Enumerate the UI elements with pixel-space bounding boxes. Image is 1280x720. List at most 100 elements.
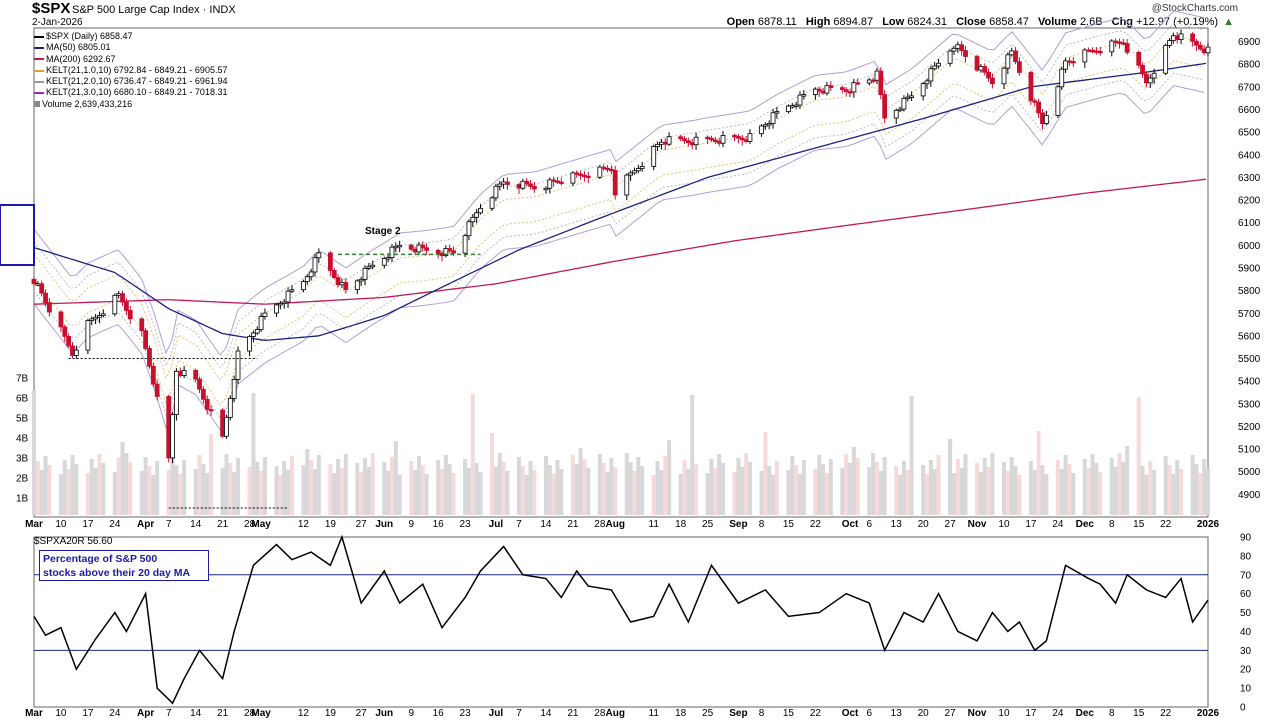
price-tick-label: 6000 bbox=[1238, 241, 1261, 252]
candle-body bbox=[1170, 35, 1176, 41]
volume-bar bbox=[982, 458, 987, 515]
candle-body bbox=[766, 123, 772, 126]
volume-bar bbox=[767, 466, 772, 515]
candle-body bbox=[1016, 61, 1022, 73]
breadth-tick-label: 50 bbox=[1240, 608, 1252, 619]
volume-tick-label: 2B bbox=[16, 474, 29, 485]
volume-bar bbox=[89, 459, 94, 515]
volume-bar bbox=[1094, 463, 1099, 515]
x-tick-label: 27 bbox=[356, 708, 368, 719]
candle-body bbox=[127, 310, 133, 320]
price-tick-label: 5200 bbox=[1238, 422, 1261, 433]
candle-body bbox=[147, 348, 152, 367]
candle-body bbox=[624, 174, 630, 196]
price-tick-label: 4900 bbox=[1238, 490, 1261, 501]
candle-body bbox=[366, 266, 372, 269]
volume-bar bbox=[466, 468, 471, 515]
candle-body bbox=[501, 181, 507, 185]
volume-bar bbox=[1032, 470, 1037, 515]
candle-body bbox=[1197, 44, 1203, 50]
legend-text: MA(200) 6292.67 bbox=[46, 53, 116, 64]
volume-bar bbox=[493, 467, 498, 515]
volume-bar bbox=[1009, 457, 1014, 515]
candle-body bbox=[370, 264, 376, 268]
volume-bar bbox=[305, 449, 310, 515]
candle-body bbox=[689, 142, 695, 146]
breadth-annotation-line1: Percentage of S&P 500 bbox=[43, 553, 158, 565]
volume-bar bbox=[605, 472, 610, 515]
volume-bar bbox=[1190, 455, 1195, 515]
volume-bar bbox=[955, 459, 960, 515]
volume-bar bbox=[551, 474, 556, 515]
volume-bar bbox=[1086, 468, 1091, 515]
x-tick-label: Jul bbox=[489, 519, 504, 530]
candle-body bbox=[493, 185, 499, 199]
candle-body bbox=[505, 181, 510, 185]
candle-body bbox=[1055, 86, 1061, 116]
volume-bar bbox=[1152, 470, 1157, 515]
left-marker-box bbox=[0, 204, 35, 266]
candle-body bbox=[762, 124, 768, 127]
x-tick-label: 22 bbox=[1160, 519, 1172, 530]
candle-body bbox=[759, 125, 764, 135]
candle-body bbox=[628, 172, 634, 176]
candle-body bbox=[143, 330, 149, 349]
volume-bar bbox=[609, 458, 614, 515]
volume-bar bbox=[763, 432, 768, 515]
legend-swatch bbox=[34, 101, 40, 108]
x-tick-label: 11 bbox=[649, 519, 660, 530]
candle-body bbox=[990, 77, 995, 85]
candle-body bbox=[820, 90, 826, 94]
volume-bar bbox=[1063, 455, 1068, 515]
price-tick-label: 5600 bbox=[1238, 331, 1261, 342]
candle-body bbox=[1001, 67, 1007, 85]
candle-body bbox=[73, 349, 79, 356]
x-tick-label: 16 bbox=[433, 519, 445, 530]
candle-body bbox=[693, 136, 699, 146]
candle-body bbox=[816, 88, 822, 92]
x-tick-label: 11 bbox=[649, 708, 660, 719]
volume-bar bbox=[690, 395, 695, 515]
candle-body bbox=[97, 315, 102, 318]
volume-bar bbox=[236, 458, 241, 515]
x-tick-label: 28 bbox=[594, 708, 606, 719]
x-tick-label: 24 bbox=[109, 708, 121, 719]
volume-bar bbox=[717, 454, 722, 515]
breadth-tick-label: 40 bbox=[1240, 627, 1252, 638]
candle-body bbox=[327, 252, 333, 271]
x-tick-label: 28 bbox=[594, 519, 606, 530]
volume-bar bbox=[1202, 459, 1207, 515]
volume-bar bbox=[597, 454, 602, 515]
volume-bar bbox=[678, 474, 683, 515]
candle-body bbox=[874, 70, 880, 81]
volume-bar bbox=[975, 463, 980, 515]
breadth-title: $SPXA20R 56.60 bbox=[34, 536, 113, 547]
volume-bar bbox=[35, 461, 40, 515]
x-tick-label: Sep bbox=[729, 519, 747, 530]
candle-body bbox=[1167, 40, 1172, 46]
candle-body bbox=[497, 183, 503, 187]
volume-bar bbox=[601, 463, 606, 515]
volume-bar bbox=[570, 455, 575, 515]
price-tick-label: 5500 bbox=[1238, 354, 1261, 365]
x-tick-label: Jun bbox=[375, 708, 393, 719]
volume-bar bbox=[1005, 471, 1010, 515]
brand-label: @StockCharts.com bbox=[1151, 3, 1238, 14]
volume-bar bbox=[1198, 473, 1203, 515]
volume-bar bbox=[909, 396, 914, 515]
x-tick-label: Aug bbox=[605, 519, 624, 530]
volume-bar bbox=[1140, 466, 1145, 515]
candle-body bbox=[551, 179, 557, 182]
candle-body bbox=[231, 379, 237, 399]
x-tick-label: 23 bbox=[460, 708, 472, 719]
legend-item-spx: $SPX (Daily) 6858.47 bbox=[34, 31, 227, 42]
breadth-tick-label: 70 bbox=[1240, 570, 1252, 581]
high-label: High bbox=[805, 16, 831, 28]
volume-bar bbox=[651, 475, 656, 515]
candle-body bbox=[247, 336, 252, 352]
volume-bar bbox=[520, 466, 525, 515]
price-legend: $SPX (Daily) 6858.47 MA(50) 6805.01 MA(2… bbox=[34, 31, 227, 110]
candle-body bbox=[224, 416, 229, 437]
close-value: 6858.47 bbox=[989, 16, 1029, 28]
